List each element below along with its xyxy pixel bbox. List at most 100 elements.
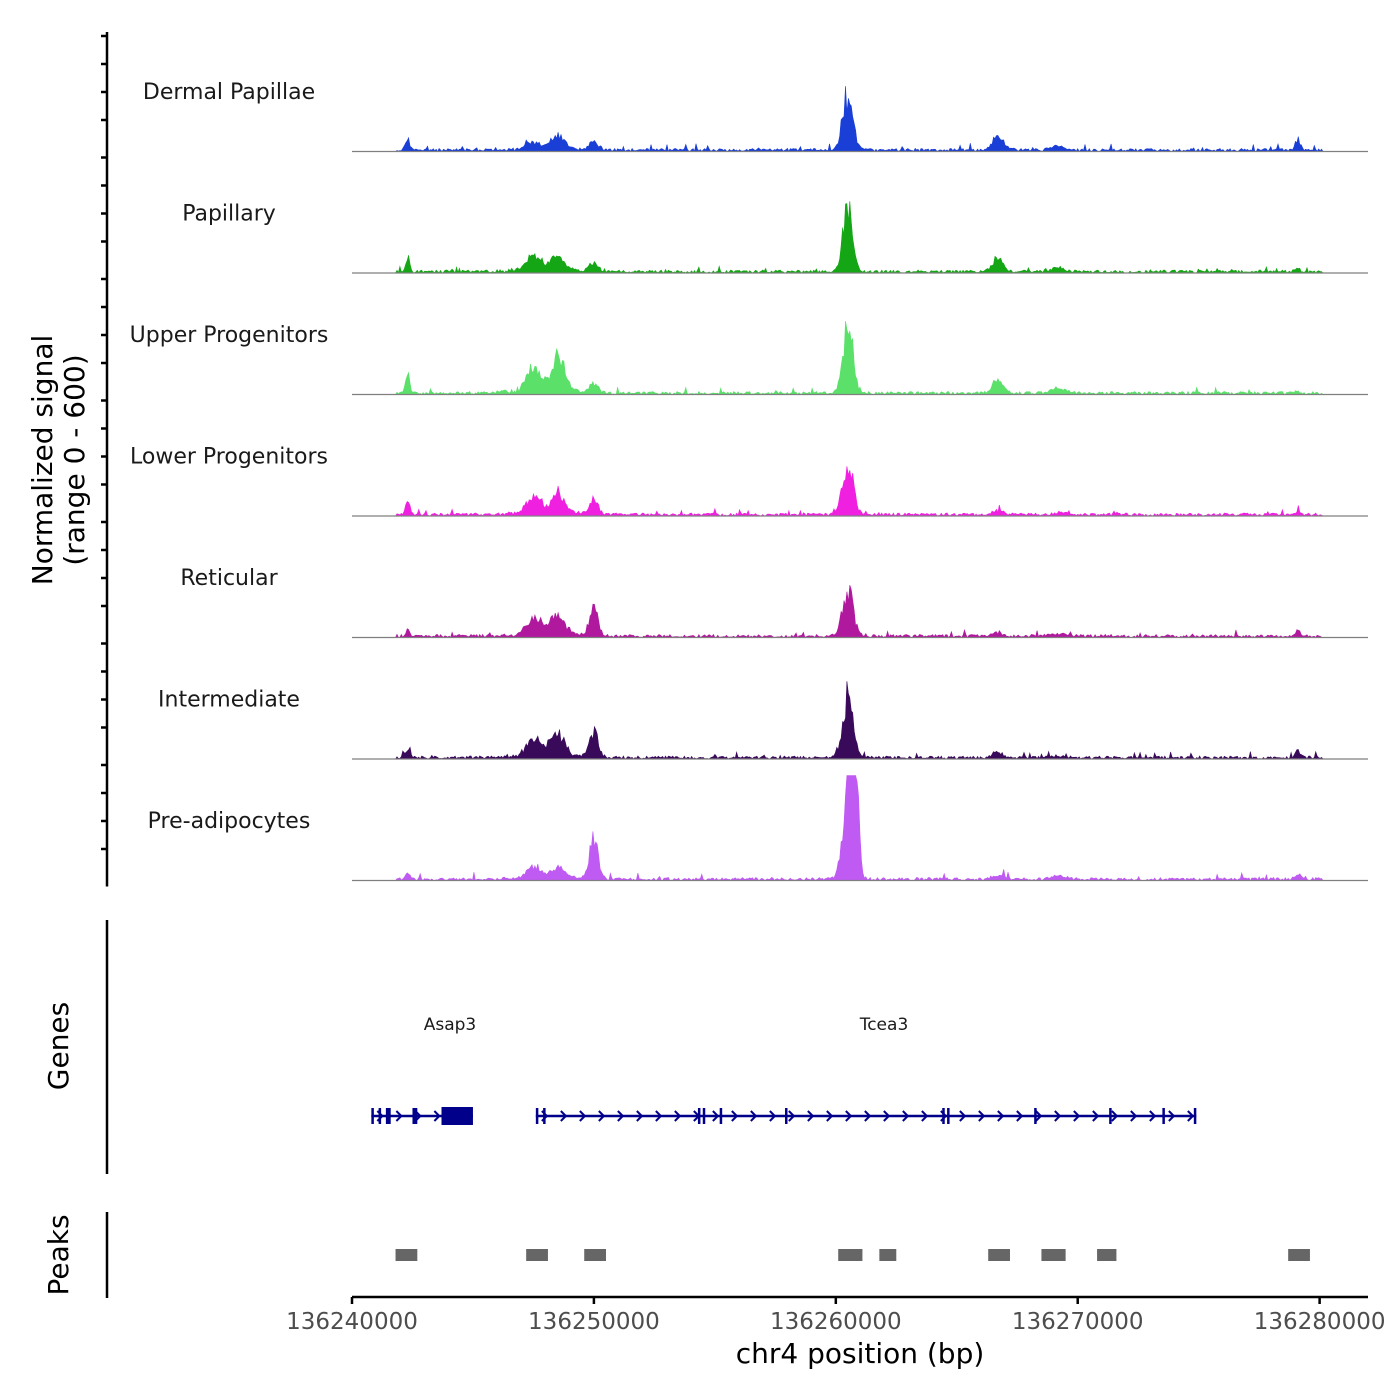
x-tick-label: 136250000: [528, 1309, 660, 1335]
strand-arrow: [1187, 1110, 1195, 1122]
strand-arrow: [395, 1110, 403, 1122]
strand-arrow: [1130, 1110, 1138, 1122]
exon: [697, 1108, 701, 1124]
genes-panel: Genes Asap3 Tcea3: [42, 920, 1197, 1174]
strand-arrow: [826, 1110, 834, 1122]
peak-region: [1041, 1249, 1066, 1261]
track-label: Upper Progenitors: [130, 323, 329, 348]
strand-arrow: [978, 1110, 986, 1122]
track-label: Pre-adipocytes: [148, 809, 311, 834]
strand-arrow: [1035, 1110, 1043, 1122]
coverage-area: [352, 466, 1368, 517]
exon: [1109, 1108, 1112, 1124]
coverage-track: Upper Progenitors: [130, 321, 1368, 396]
exon: [535, 1108, 539, 1124]
peak-region: [1288, 1249, 1310, 1261]
gene-label: Tcea3: [859, 1015, 909, 1035]
strand-arrow: [1168, 1110, 1176, 1122]
exon: [785, 1108, 788, 1124]
exon: [942, 1108, 945, 1124]
coverage-area: [352, 321, 1368, 396]
peak-region: [395, 1249, 418, 1261]
coverage-track: Intermediate: [158, 681, 1368, 760]
strand-arrow: [1054, 1110, 1062, 1122]
strand-arrow: [883, 1110, 891, 1122]
gene-label: Asap3: [424, 1015, 477, 1035]
strand-arrow: [807, 1110, 815, 1122]
strand-arrow: [598, 1110, 606, 1122]
strand-arrow: [902, 1110, 910, 1122]
strand-arrow: [959, 1110, 967, 1122]
strand-arrow: [769, 1110, 777, 1122]
peaks-panel-label: Peaks: [42, 1214, 75, 1295]
track-label: Intermediate: [158, 688, 300, 713]
y-axis-title-line1: Normalized signal: [26, 335, 59, 586]
genes-panel-label: Genes: [42, 1002, 75, 1090]
gene-model: Tcea3: [535, 1015, 1197, 1124]
coverage-track: Reticular: [180, 566, 1368, 639]
strand-arrow: [617, 1110, 625, 1122]
strand-arrow: [1016, 1110, 1024, 1122]
exon: [1034, 1108, 1037, 1124]
coverage-track: Dermal Papillae: [143, 80, 1368, 153]
coverage-track: Papillary: [182, 201, 1368, 274]
exon: [412, 1108, 418, 1124]
strand-arrow: [788, 1110, 796, 1122]
exon: [1162, 1108, 1165, 1124]
track-label: Papillary: [182, 202, 276, 227]
strand-arrow: [579, 1110, 587, 1122]
strand-arrow: [864, 1110, 872, 1122]
exon: [378, 1108, 382, 1124]
peaks-panel: Peaks: [42, 1212, 1310, 1298]
y-axis-title: Normalized signal (range 0 - 600): [26, 335, 91, 586]
exon: [719, 1108, 723, 1124]
y-axis-title-line2: (range 0 - 600): [58, 354, 91, 565]
strand-arrow: [1111, 1110, 1119, 1122]
coverage-area: [352, 585, 1368, 639]
strand-arrow: [1073, 1110, 1081, 1122]
coverage-tracks: Dermal Papillae Papillary Upper Progenitor…: [130, 80, 1368, 882]
track-label: Dermal Papillae: [143, 80, 315, 105]
coverage-track: Lower Progenitors: [130, 445, 1368, 517]
strand-arrow: [845, 1110, 853, 1122]
exon: [702, 1108, 706, 1124]
coverage-area: [352, 775, 1368, 882]
strand-arrow: [712, 1110, 720, 1122]
gene-model: Asap3: [371, 1015, 476, 1125]
exon: [371, 1108, 374, 1124]
coverage-area: [352, 86, 1368, 153]
x-tick-label: 136280000: [1254, 1309, 1386, 1335]
x-tick-label: 136260000: [770, 1309, 902, 1335]
strand-arrow: [560, 1110, 568, 1122]
peak-region: [1097, 1249, 1117, 1261]
strand-arrow: [731, 1110, 739, 1122]
strand-arrow: [433, 1110, 441, 1122]
coverage-area: [352, 681, 1368, 760]
peak-region: [526, 1249, 548, 1261]
x-axis-title: chr4 position (bp): [736, 1337, 985, 1370]
strand-arrow: [750, 1110, 758, 1122]
exon: [385, 1108, 391, 1124]
x-tick-label: 136240000: [286, 1309, 418, 1335]
exon: [947, 1108, 950, 1124]
x-tick-label: 136270000: [1012, 1309, 1144, 1335]
strand-arrow: [921, 1110, 929, 1122]
coverage-track: Pre-adipocytes: [148, 775, 1368, 882]
peak-region: [879, 1249, 897, 1261]
strand-arrow: [655, 1110, 663, 1122]
exon: [441, 1107, 473, 1125]
x-axis: 136240000 136250000 136260000 136270000 1362…: [286, 1295, 1386, 1335]
track-label: Lower Progenitors: [130, 445, 328, 470]
peak-region: [988, 1249, 1010, 1261]
strand-arrow: [1149, 1110, 1157, 1122]
peak-region: [584, 1249, 606, 1261]
exon: [1193, 1108, 1197, 1124]
strand-arrow: [997, 1110, 1005, 1122]
track-label: Reticular: [180, 566, 278, 591]
coverage-axis: [101, 32, 109, 887]
exon: [543, 1108, 546, 1124]
coverage-area: [352, 201, 1368, 274]
strand-arrow: [674, 1110, 682, 1122]
peak-region: [838, 1249, 863, 1261]
